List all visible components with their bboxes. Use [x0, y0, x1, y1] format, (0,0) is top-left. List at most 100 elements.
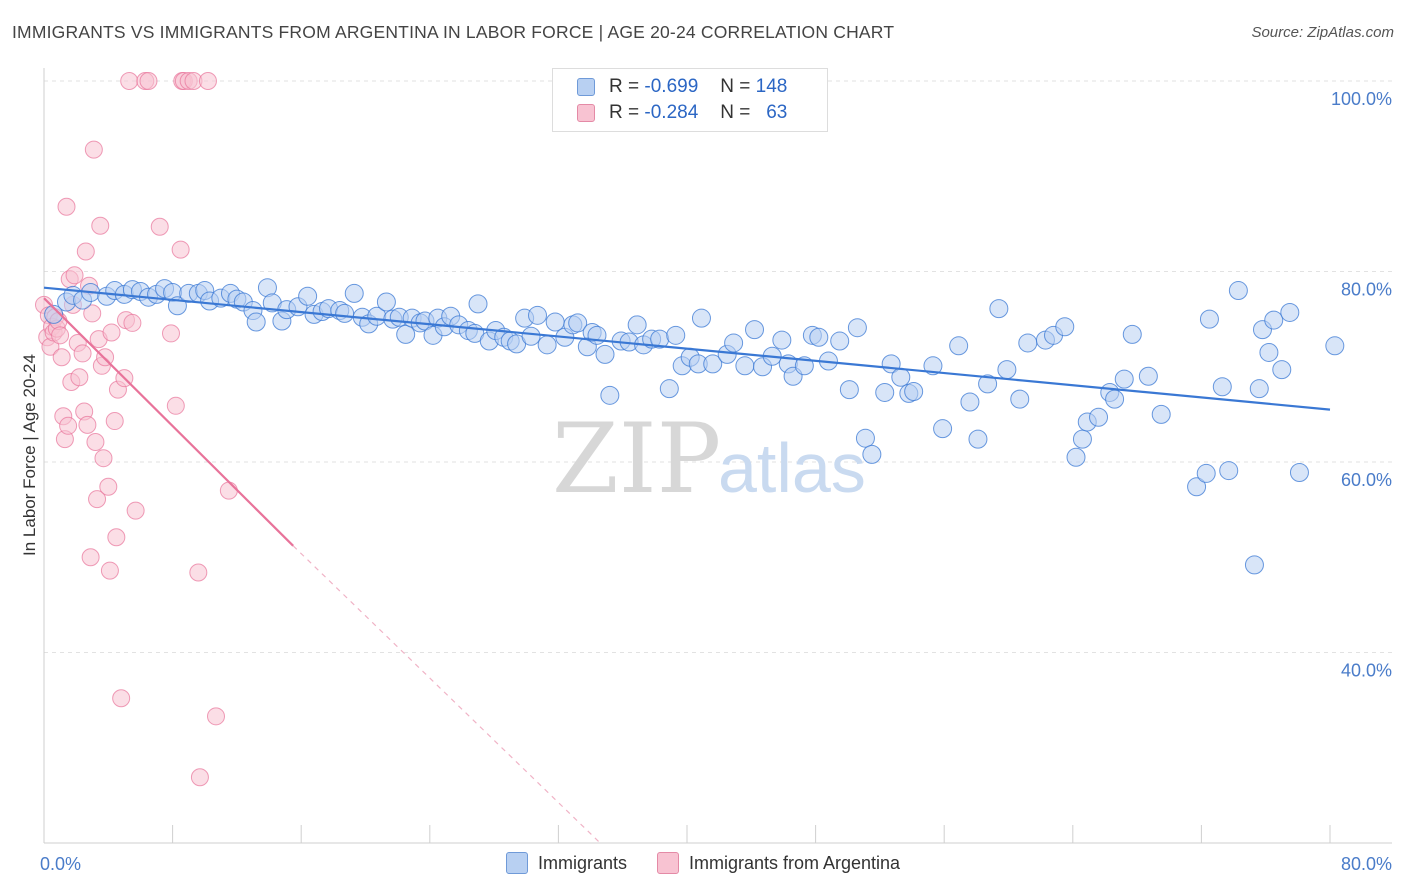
data-point-argentina [52, 348, 71, 367]
legend-n-label: N = [720, 76, 751, 97]
data-point-immigrants [904, 382, 924, 402]
legend-row-immigrants: R = -0.699 N = 148 [577, 74, 787, 100]
legend-n-value: 148 [755, 76, 788, 97]
data-point-immigrants [1212, 377, 1232, 397]
trend-line-argentina-extension [292, 545, 601, 844]
legend-item-argentina[interactable]: Immigrants from Argentina [656, 852, 901, 874]
data-point-immigrants [1289, 462, 1309, 482]
legend-swatch-blue [577, 78, 595, 96]
data-point-argentina [120, 72, 139, 90]
legend-item-immigrants[interactable]: Immigrants [505, 852, 627, 874]
data-point-immigrants [830, 331, 850, 351]
trend-line-immigrants [43, 286, 1331, 411]
data-point-argentina [107, 528, 126, 547]
data-point-immigrants [1018, 333, 1038, 353]
data-point-immigrants [335, 303, 355, 323]
legend-n-label: N = [720, 102, 751, 123]
x-tick-label: 80.0% [1341, 854, 1392, 874]
data-point-argentina [78, 415, 97, 434]
tick-labels: 100.0% 80.0% 60.0% 40.0% 0.0% 80.0% [40, 89, 1392, 874]
data-point-immigrants [545, 312, 565, 332]
data-point-immigrants [298, 286, 318, 306]
data-point-immigrants [855, 428, 875, 448]
data-point-argentina [166, 396, 185, 415]
data-point-immigrants [1228, 281, 1248, 301]
data-point-immigrants [839, 380, 859, 400]
data-point-immigrants [1249, 379, 1269, 399]
data-point-argentina [207, 707, 226, 726]
data-point-argentina [57, 197, 76, 216]
data-point-argentina [161, 324, 180, 343]
data-point-argentina [102, 323, 121, 342]
data-point-argentina [81, 548, 100, 567]
trend-lines [43, 286, 1331, 844]
data-point-argentina [219, 481, 238, 500]
data-point-immigrants [745, 320, 765, 340]
y-axis-label: In Labor Force | Age 20-24 [20, 354, 39, 556]
data-point-immigrants [978, 374, 998, 394]
legend-label-argentina: Immigrants from Argentina [688, 852, 901, 873]
data-point-argentina [65, 266, 84, 285]
data-point-immigrants [1199, 309, 1219, 329]
data-point-immigrants [862, 444, 882, 464]
data-point-argentina [59, 416, 78, 435]
legend-r-value: -0.284 [644, 102, 699, 123]
data-point-argentina [94, 449, 113, 468]
legend-swatch-pink [656, 852, 679, 874]
data-point-immigrants [666, 325, 686, 345]
data-point-immigrants [724, 333, 744, 353]
data-point-argentina [73, 344, 92, 363]
data-point-argentina [126, 501, 145, 520]
data-point-argentina [76, 242, 95, 261]
y-tick-label: 80.0% [1341, 280, 1392, 300]
data-point-argentina [96, 348, 115, 367]
data-point-immigrants [396, 324, 416, 344]
data-point-immigrants [1114, 369, 1134, 389]
data-point-argentina [171, 240, 190, 259]
data-point-argentina [84, 140, 103, 159]
data-point-argentina [112, 689, 131, 708]
data-point-immigrants [627, 315, 647, 335]
axes [43, 68, 1392, 844]
series-legend: Immigrants Immigrants from Argentina [0, 852, 1406, 874]
data-point-immigrants [735, 356, 755, 376]
data-point-immigrants [246, 312, 266, 332]
data-point-immigrants [949, 336, 969, 356]
legend-n-value: 63 [766, 102, 788, 123]
data-point-argentina [88, 490, 107, 509]
data-point-argentina [150, 217, 169, 236]
data-point-immigrants [1325, 336, 1345, 356]
legend-row-argentina: R = -0.284 N = 63 [577, 100, 787, 126]
data-point-immigrants [891, 367, 911, 387]
data-point-immigrants [1272, 360, 1292, 380]
y-tick-label: 100.0% [1331, 89, 1392, 109]
data-point-immigrants [1280, 302, 1300, 322]
data-point-immigrants [691, 308, 711, 328]
data-point-immigrants [1089, 407, 1109, 427]
data-point-immigrants [989, 299, 1009, 319]
data-point-immigrants [968, 429, 988, 449]
data-point-argentina [70, 368, 89, 387]
data-point-immigrants [703, 354, 723, 374]
data-point-argentina [189, 563, 208, 582]
data-point-immigrants [960, 392, 980, 412]
data-point-immigrants [521, 326, 541, 346]
data-point-immigrants [468, 294, 488, 314]
data-point-immigrants [1072, 429, 1092, 449]
data-point-argentina [139, 72, 158, 90]
chart-title: IMMIGRANTS VS IMMIGRANTS FROM ARGENTINA … [12, 22, 895, 42]
correlation-legend: R = -0.699 N = 148 R = -0.284 N = 63 [552, 68, 828, 132]
data-point-immigrants [933, 419, 953, 439]
data-point-immigrants [344, 283, 364, 303]
data-point-immigrants [1055, 317, 1075, 337]
data-point-immigrants [1259, 342, 1279, 362]
y-tick-label: 60.0% [1341, 470, 1392, 490]
data-point-immigrants [44, 304, 64, 324]
data-point-immigrants [772, 330, 792, 350]
data-point-argentina [100, 561, 119, 580]
watermark-zip: ZIP [552, 403, 721, 515]
data-point-immigrants [1196, 463, 1216, 483]
data-point-immigrants [847, 318, 867, 338]
data-point-immigrants [595, 344, 615, 364]
data-point-immigrants [1244, 555, 1264, 575]
